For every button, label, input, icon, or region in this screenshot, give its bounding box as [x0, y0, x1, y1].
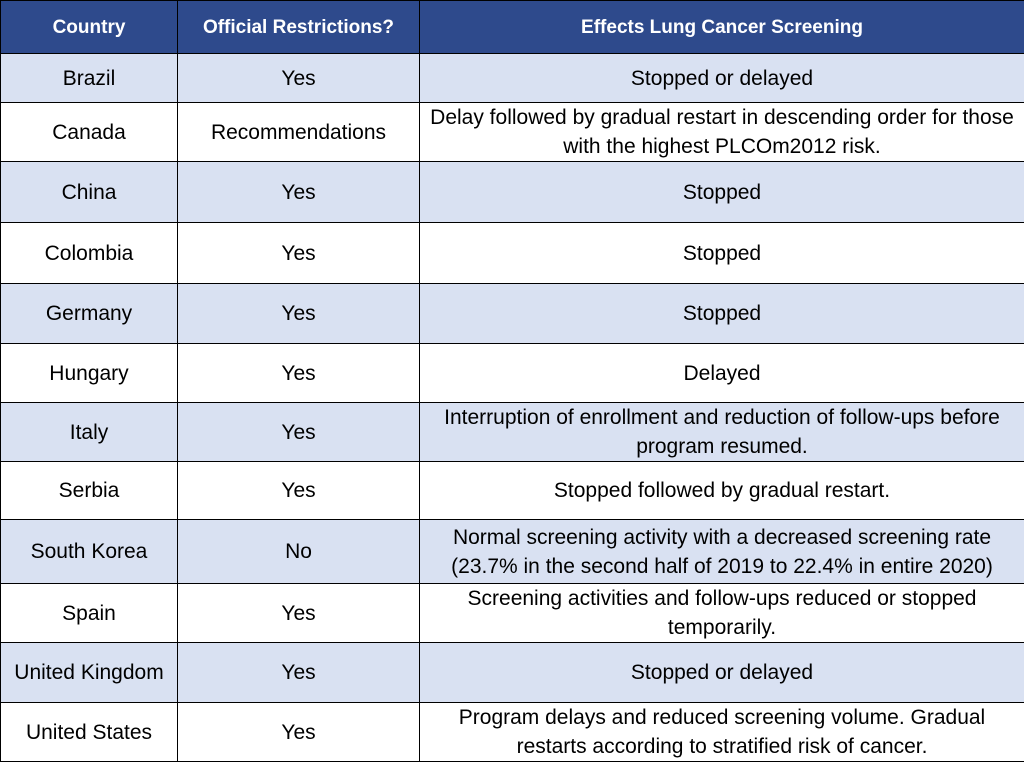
table-row: Hungary Yes Delayed [1, 344, 1024, 403]
header-row: Country Official Restrictions? Effects L… [1, 1, 1024, 54]
country-cell: Germany [1, 284, 178, 344]
country-cell: Hungary [1, 344, 178, 403]
table-row: South Korea No Normal screening activity… [1, 520, 1024, 584]
table-row: United States Yes Program delays and red… [1, 703, 1024, 762]
country-cell: Brazil [1, 54, 178, 103]
effects-cell: Stopped [420, 284, 1024, 344]
effects-cell: Stopped [420, 162, 1024, 223]
table-row: Brazil Yes Stopped or delayed [1, 54, 1024, 103]
restrictions-cell: Yes [178, 403, 420, 462]
effects-cell: Delay followed by gradual restart in des… [420, 103, 1024, 162]
restrictions-cell: Yes [178, 703, 420, 762]
effects-cell: Stopped or delayed [420, 54, 1024, 103]
table-row: United Kingdom Yes Stopped or delayed [1, 643, 1024, 703]
table-row: Colombia Yes Stopped [1, 223, 1024, 284]
header-official-restrictions: Official Restrictions? [178, 1, 420, 54]
restrictions-cell: Yes [178, 344, 420, 403]
effects-cell: Stopped followed by gradual restart. [420, 462, 1024, 520]
effects-cell: Stopped or delayed [420, 643, 1024, 703]
table-row: Canada Recommendations Delay followed by… [1, 103, 1024, 162]
restrictions-cell: Yes [178, 584, 420, 643]
country-cell: United Kingdom [1, 643, 178, 703]
restrictions-cell: Yes [178, 162, 420, 223]
restrictions-cell: Yes [178, 462, 420, 520]
effects-cell: Screening activities and follow-ups redu… [420, 584, 1024, 643]
effects-cell: Normal screening activity with a decreas… [420, 520, 1024, 584]
country-cell: South Korea [1, 520, 178, 584]
restrictions-cell: Yes [178, 223, 420, 284]
table-row: Serbia Yes Stopped followed by gradual r… [1, 462, 1024, 520]
effects-cell: Stopped [420, 223, 1024, 284]
effects-cell: Delayed [420, 344, 1024, 403]
header-effects-screening: Effects Lung Cancer Screening [420, 1, 1024, 54]
header-country: Country [1, 1, 178, 54]
effects-cell: Interruption of enrollment and reduction… [420, 403, 1024, 462]
country-cell: Canada [1, 103, 178, 162]
table-row: China Yes Stopped [1, 162, 1024, 223]
effects-cell: Program delays and reduced screening vol… [420, 703, 1024, 762]
table-row: Italy Yes Interruption of enrollment and… [1, 403, 1024, 462]
table-row: Spain Yes Screening activities and follo… [1, 584, 1024, 643]
country-cell: Colombia [1, 223, 178, 284]
table-row: Germany Yes Stopped [1, 284, 1024, 344]
restrictions-cell: Yes [178, 643, 420, 703]
restrictions-cell: Recommendations [178, 103, 420, 162]
country-cell: United States [1, 703, 178, 762]
country-cell: Italy [1, 403, 178, 462]
restrictions-cell: Yes [178, 54, 420, 103]
country-cell: China [1, 162, 178, 223]
restrictions-cell: Yes [178, 284, 420, 344]
restrictions-cell: No [178, 520, 420, 584]
country-cell: Serbia [1, 462, 178, 520]
country-cell: Spain [1, 584, 178, 643]
